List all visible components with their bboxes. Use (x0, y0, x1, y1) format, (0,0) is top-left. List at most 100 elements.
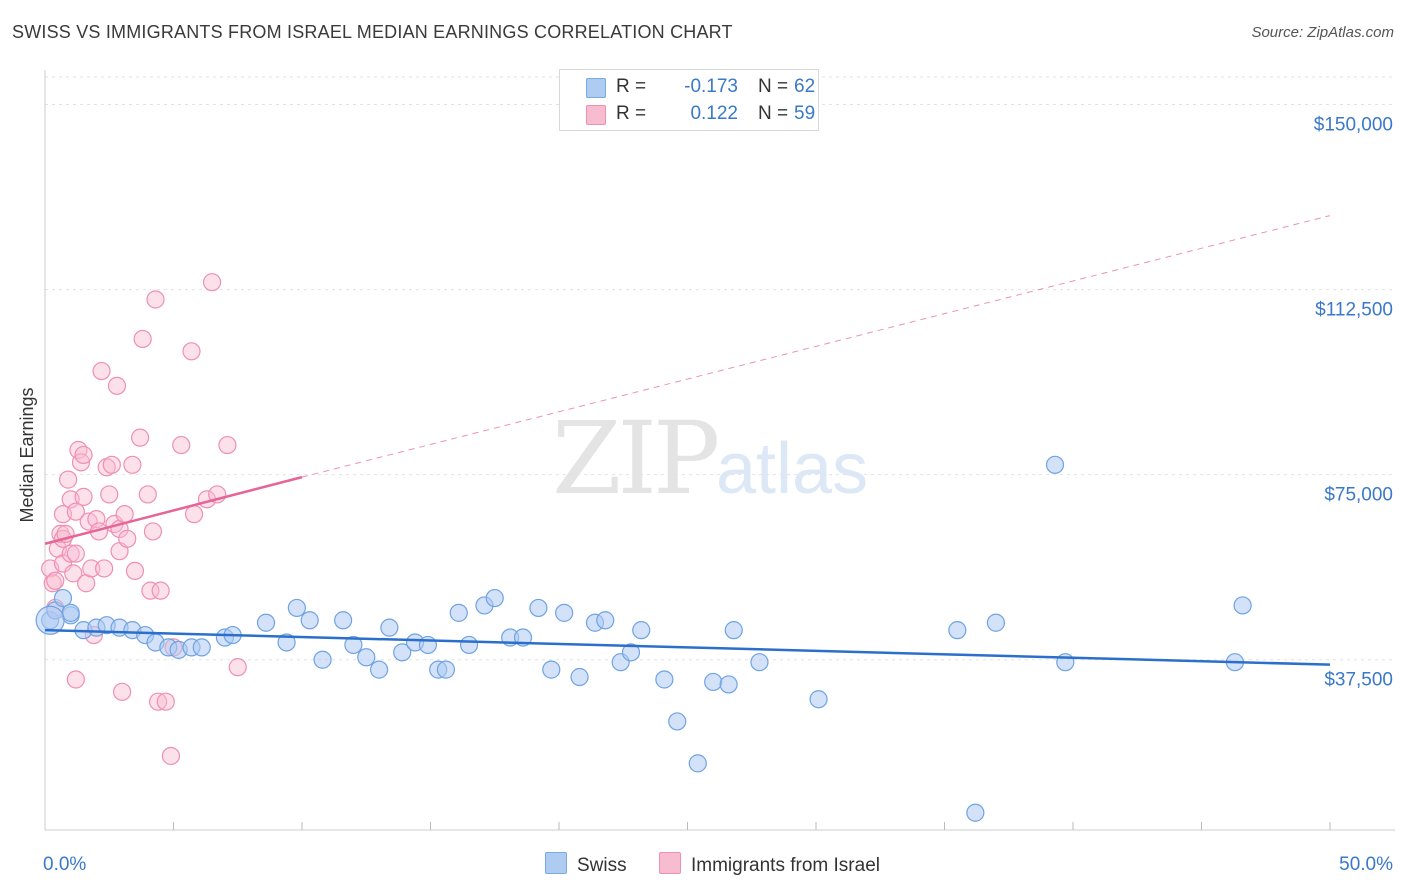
israel-point (123, 455, 142, 474)
legend-n-label: N = (758, 103, 789, 124)
legend-r-value: 0.122 (690, 103, 738, 124)
swiss-point (53, 588, 73, 608)
israel-point (182, 342, 201, 361)
swiss-point (632, 621, 651, 640)
israel-point (66, 670, 85, 689)
israel-point (74, 487, 93, 506)
israel-trend-line (44, 475, 303, 545)
swiss-point (344, 635, 363, 655)
israel-point (130, 428, 150, 447)
correlation-legend: R = -0.173 N = 62 R = 0.122 N = 59 (559, 69, 819, 131)
legend-r-value: -0.173 (684, 76, 738, 97)
israel-trend-line (301, 215, 1331, 478)
israel-point (74, 445, 93, 465)
swiss-point (459, 635, 479, 655)
legend-r-label: R = (616, 103, 647, 124)
y-tick-label: $75,000 (1324, 485, 1393, 506)
swiss-point (724, 621, 743, 640)
swiss-point (485, 588, 504, 608)
legend-n-label: N = (758, 76, 789, 97)
swiss-point (529, 598, 548, 618)
bottom-legend-israel: Immigrants from Israel (659, 852, 880, 877)
israel-point (125, 561, 145, 581)
chart-source: Source: ZipAtlas.com (1251, 24, 1394, 41)
israel-point (148, 692, 168, 711)
israel-point (143, 522, 163, 541)
israel-point (61, 544, 80, 563)
watermark-atlas: atlas (716, 429, 869, 509)
bottom-legend-swiss: Swiss (545, 852, 627, 877)
y-tick-label: $37,500 (1324, 670, 1393, 691)
swiss-point (436, 660, 456, 679)
swiss-point (380, 618, 399, 637)
swiss-point (61, 603, 80, 622)
israel-point (112, 682, 132, 701)
israel-point (107, 376, 127, 395)
swiss-point (668, 712, 687, 731)
swiss-point (621, 643, 641, 662)
bottom-legend-swatch-israel (659, 852, 681, 874)
legend-r-label: R = (616, 76, 647, 97)
israel-point (118, 529, 137, 548)
israel-point (64, 564, 83, 583)
y-tick-label: $150,000 (1314, 115, 1393, 136)
legend-n-value: 62 (794, 76, 816, 97)
israel-point (66, 544, 85, 563)
swiss-point (277, 633, 296, 652)
israel-point (43, 574, 62, 593)
swiss-point (370, 660, 389, 679)
swiss-point (1233, 596, 1252, 615)
swiss-point (334, 611, 353, 630)
bottom-legend-label-israel: Immigrants from Israel (691, 855, 880, 876)
israel-point (59, 470, 78, 489)
swiss-point (256, 613, 276, 632)
swiss-point (192, 638, 211, 657)
bottom-legend-swatch-swiss (545, 852, 567, 874)
swiss-trend-line (44, 628, 1331, 666)
swiss-point (35, 605, 65, 635)
israel-point (156, 692, 175, 711)
israel-point (172, 435, 191, 455)
israel-point (228, 658, 247, 677)
israel-point (133, 329, 152, 349)
legend-swatch-swiss (586, 78, 606, 98)
y-axis-label: Median Earnings (17, 387, 37, 522)
israel-point (202, 273, 222, 292)
israel-point (100, 485, 119, 504)
israel-point (146, 290, 165, 309)
israel-point (151, 581, 170, 600)
israel-point (141, 581, 160, 600)
swiss-point (948, 621, 967, 640)
swiss-point (357, 648, 376, 667)
israel-point (71, 453, 91, 472)
y-tick-label: $112,500 (1315, 300, 1393, 321)
watermark-zip: ZIP (552, 400, 720, 517)
israel-point (218, 435, 237, 455)
swiss-point (719, 675, 738, 694)
x-tick-label: 50.0% (1339, 854, 1393, 875)
swiss-point (449, 603, 468, 622)
swiss-point (555, 603, 574, 622)
swiss-point (418, 635, 438, 655)
swiss-point (809, 690, 828, 709)
swiss-point (986, 613, 1006, 632)
swiss-point (287, 598, 306, 618)
israel-point (95, 559, 114, 578)
swiss-point (313, 650, 332, 669)
israel-point (184, 505, 204, 524)
israel-point (161, 746, 181, 766)
swiss-point (393, 643, 412, 662)
legend-n-value: 59 (794, 103, 816, 124)
israel-point (115, 505, 134, 524)
swiss-point (688, 754, 707, 773)
swiss-point (704, 672, 723, 692)
chart-title: SWISS VS IMMIGRANTS FROM ISRAEL MEDIAN E… (12, 22, 733, 42)
israel-point (46, 571, 65, 590)
x-tick-label: 0.0% (43, 854, 86, 875)
israel-point (102, 455, 121, 474)
swiss-point (966, 803, 985, 822)
legend-swatch-israel (586, 105, 606, 125)
swiss-point (655, 670, 674, 689)
israel-point (138, 485, 157, 504)
